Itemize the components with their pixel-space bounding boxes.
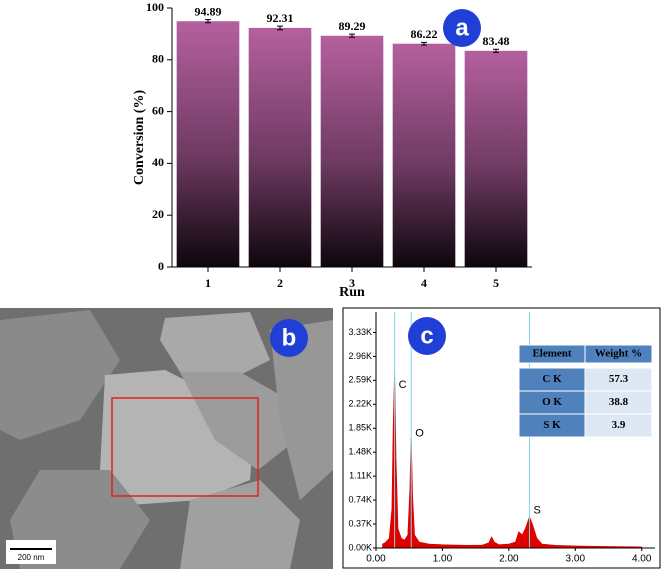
value-label: 94.89 (195, 4, 222, 18)
table-text: O K (542, 396, 562, 408)
y-tick-label: 2.96K (348, 351, 372, 361)
axes (375, 312, 655, 549)
peak-label: S (533, 504, 540, 516)
x-axis-label: Run (339, 285, 365, 300)
x-tick-label: 3 (349, 276, 355, 290)
x-tick-label: 2 (277, 276, 283, 290)
y-tick-label: 0 (158, 259, 164, 273)
panel-badge (443, 9, 481, 47)
table-text: 57.3 (609, 373, 629, 385)
y-tick-label: 60 (152, 103, 164, 117)
error-bar (205, 19, 211, 24)
error-bar (349, 33, 355, 38)
value-label: 83.48 (483, 34, 510, 48)
value-label: 92.31 (267, 11, 294, 25)
spectrum-area (382, 373, 643, 549)
y-tick-label: 2.22K (348, 399, 372, 409)
peak-label: O (415, 427, 424, 439)
error-bar (421, 41, 427, 46)
sem-particle (0, 310, 120, 440)
y-tick-label: 1.11K (349, 471, 372, 481)
x-tick-label: 4 (421, 276, 427, 290)
panel-badge (408, 317, 446, 355)
panel-badge (270, 319, 308, 357)
y-axis-label: Conversion (%) (132, 90, 147, 186)
y-tick-label: 100 (146, 0, 164, 14)
x-tick-label: 2.00 (499, 554, 519, 565)
table-text: S K (543, 419, 561, 431)
sem-particle (180, 480, 300, 569)
x-tick-label: 4.00 (632, 554, 652, 565)
y-tick-label: 3.33K (348, 327, 372, 337)
y-tick-label: 80 (152, 52, 164, 66)
y-tick-label: 0.00K (348, 542, 372, 552)
panel-label: a (455, 14, 469, 41)
y-tick-label: 0.74K (348, 494, 372, 504)
peak-label: C (399, 379, 407, 391)
error-bar (493, 48, 499, 53)
y-tick-label: 40 (152, 155, 164, 169)
panel-label: c (420, 322, 433, 349)
sem-particle (270, 320, 333, 500)
zoom-box (111, 397, 259, 497)
scale-bar-label: 200 nm (18, 553, 45, 562)
y-tick-label: 20 (152, 207, 164, 221)
bar (320, 35, 384, 268)
bar (464, 50, 528, 267)
table-text: C K (542, 373, 562, 385)
bar (392, 43, 456, 267)
y-tick-label: 1.48K (348, 447, 372, 457)
bar (176, 21, 240, 268)
error-bar (277, 25, 283, 31)
value-label: 89.29 (339, 19, 366, 33)
y-tick-label: 0.37K (348, 518, 372, 528)
x-tick-label: 1.00 (433, 554, 453, 565)
sem-particle (160, 312, 270, 380)
value-label: 86.22 (411, 27, 438, 41)
table-cell (584, 413, 653, 438)
x-tick-label: 1 (205, 276, 211, 290)
panel-label: b (282, 324, 297, 351)
table-cell (584, 344, 653, 364)
scale-bar-bg (6, 540, 56, 564)
table-header: Element (532, 348, 571, 360)
x-tick-label: 0.00 (366, 554, 386, 565)
sem-particle (180, 372, 290, 470)
table-header: Weight % (595, 348, 642, 360)
bar (248, 27, 312, 268)
table-text: 38.8 (609, 396, 629, 408)
y-tick-label: 1.85K (348, 423, 372, 433)
table-text: 3.9 (612, 419, 626, 431)
y-tick-label: 2.59K (348, 375, 372, 385)
x-tick-label: 3.00 (566, 554, 586, 565)
axes (171, 8, 532, 268)
x-tick-label: 5 (493, 276, 499, 290)
